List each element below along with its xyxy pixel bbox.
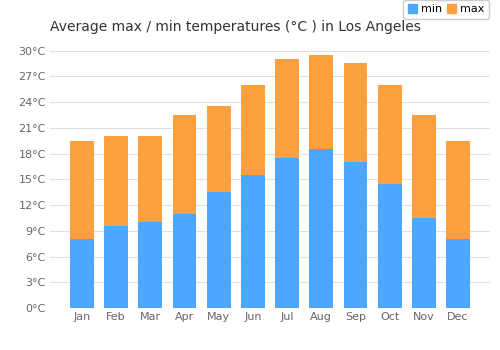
Bar xyxy=(104,136,128,308)
Bar xyxy=(275,59,299,308)
Bar xyxy=(378,184,402,308)
Bar xyxy=(378,85,402,308)
Bar xyxy=(412,218,436,308)
Bar xyxy=(275,158,299,308)
Bar xyxy=(70,141,94,308)
Text: Average max / min temperatures (°C ) in Los Angeles: Average max / min temperatures (°C ) in … xyxy=(50,20,421,34)
Bar xyxy=(412,115,436,308)
Bar xyxy=(446,239,470,308)
Legend: min, max: min, max xyxy=(404,0,489,19)
Bar xyxy=(172,115,197,308)
Bar xyxy=(241,175,265,308)
Bar xyxy=(138,222,162,308)
Bar xyxy=(172,214,197,308)
Bar xyxy=(207,192,231,308)
Bar xyxy=(310,149,333,308)
Bar xyxy=(104,226,128,308)
Bar xyxy=(241,85,265,308)
Bar xyxy=(344,63,367,308)
Bar xyxy=(344,162,367,308)
Bar xyxy=(207,106,231,308)
Bar xyxy=(446,141,470,308)
Bar xyxy=(70,239,94,308)
Bar xyxy=(138,136,162,308)
Bar xyxy=(310,55,333,308)
